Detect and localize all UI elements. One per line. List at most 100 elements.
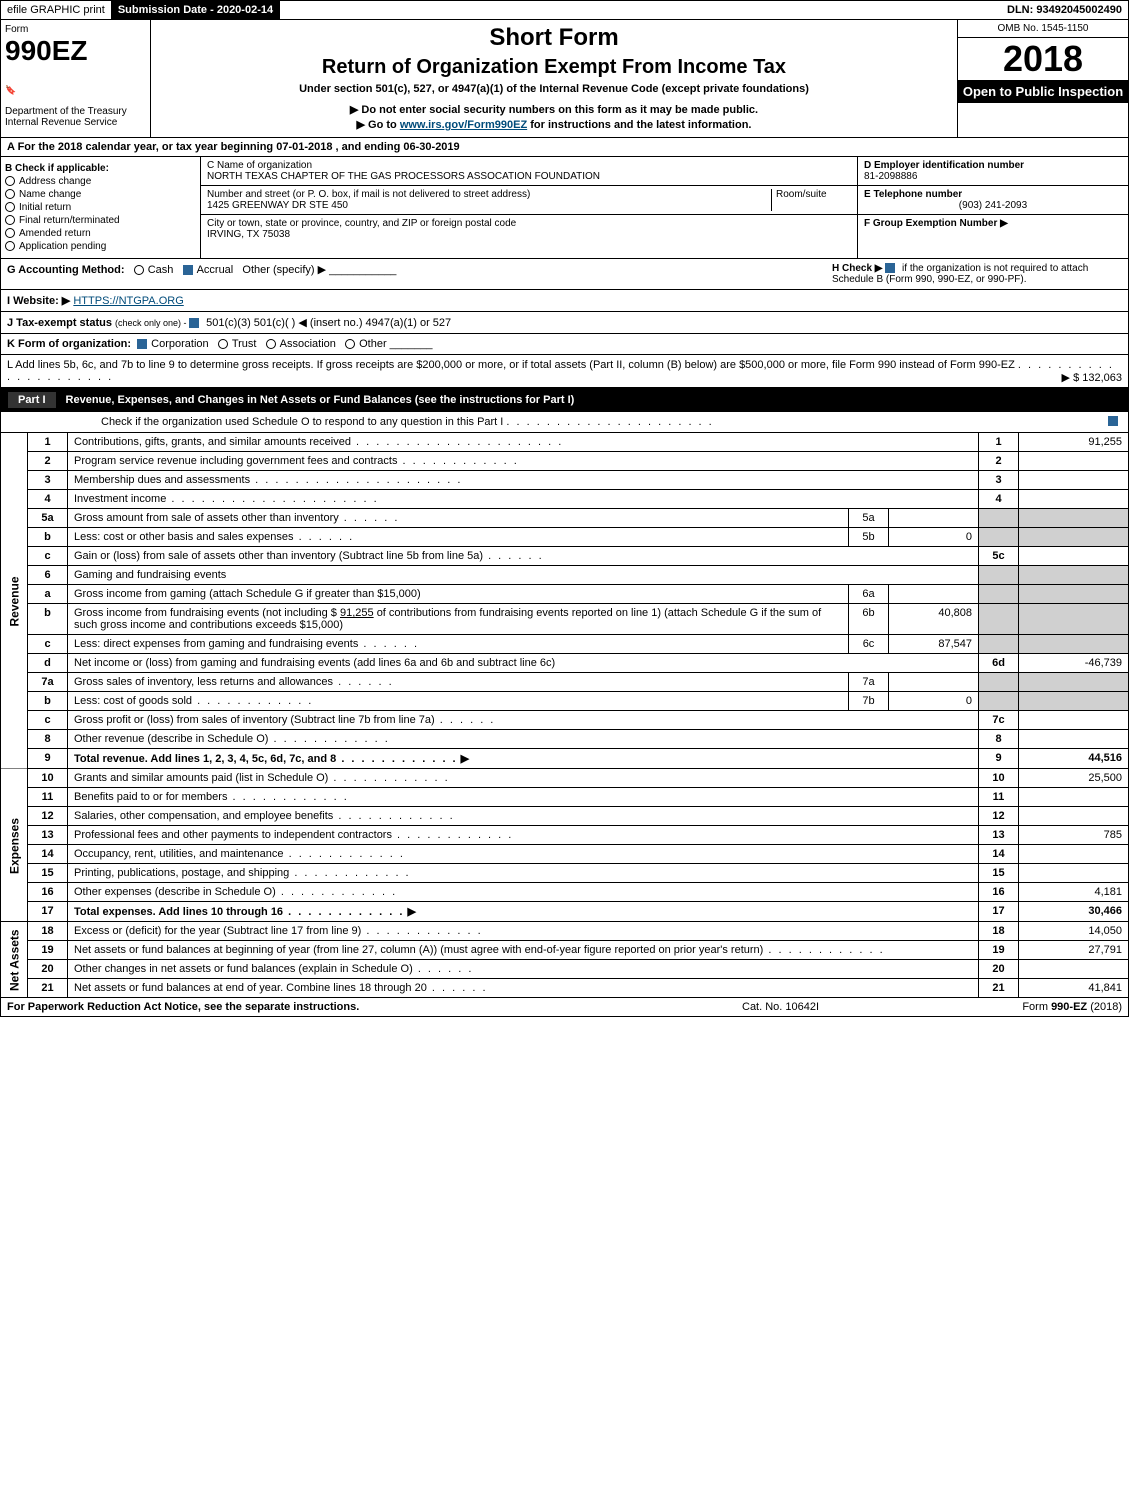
line-6-num: 6 [28,566,68,585]
line-16: 16 Other expenses (describe in Schedule … [1,883,1129,902]
line-18-num: 18 [28,922,68,941]
line-21-code: 21 [979,979,1019,998]
line-12-code: 12 [979,807,1019,826]
omb-number: OMB No. 1545-1150 [958,20,1128,38]
chk-schedule-o[interactable] [1108,416,1118,426]
line-4-code: 4 [979,490,1019,509]
chk-corporation[interactable] [137,339,147,349]
section-j-opts: 501(c)(3) 501(c)( ) ◀ (insert no.) 4947(… [206,317,451,329]
accounting-row: G Accounting Method: Cash Accrual Other … [0,259,1129,290]
line-5a-subamt [889,509,979,528]
line-15-num: 15 [28,864,68,883]
ein-label: D Employer identification number [864,160,1122,171]
efile-print-label[interactable]: efile GRAPHIC print [1,1,112,19]
line-18-desc: Excess or (deficit) for the year (Subtra… [74,925,361,937]
line-2-amt [1019,452,1129,471]
chk-final-return[interactable]: Final return/terminated [5,215,196,226]
chk-other-org[interactable] [345,339,355,349]
line-6a-desc: Gross income from gaming (attach Schedul… [68,585,849,604]
chk-name-change[interactable]: Name change [5,189,196,200]
line-14-num: 14 [28,845,68,864]
tax-exempt-row: J Tax-exempt status (check only one) - 5… [0,312,1129,334]
chk-address-change[interactable]: Address change [5,176,196,187]
line-13-desc: Professional fees and other payments to … [74,829,392,841]
footer-form-ref: Form 990-EZ (2018) [942,1001,1122,1013]
chk-amended-return[interactable]: Amended return [5,228,196,239]
period-row: A For the 2018 calendar year, or tax yea… [0,138,1129,157]
line-6a: a Gross income from gaming (attach Sched… [1,585,1129,604]
line-5a: 5a Gross amount from sale of assets othe… [1,509,1129,528]
line-8: 8 Other revenue (describe in Schedule O)… [1,730,1129,749]
line-1-amt: 91,255 [1019,433,1129,452]
line-10: Expenses 10 Grants and similar amounts p… [1,769,1129,788]
addr-label: Number and street (or P. O. box, if mail… [207,189,771,200]
line-18: Net Assets 18 Excess or (deficit) for th… [1,922,1129,941]
section-l-amount: ▶ $ 132,063 [1062,371,1122,384]
line-7b: b Less: cost of goods sold 7b 0 [1,692,1129,711]
line-11-desc: Benefits paid to or for members [74,791,227,803]
chk-initial-return[interactable]: Initial return [5,202,196,213]
chk-cash[interactable] [134,265,144,275]
chk-association[interactable] [266,339,276,349]
line-7a: 7a Gross sales of inventory, less return… [1,673,1129,692]
line-6c: c Less: direct expenses from gaming and … [1,635,1129,654]
line-7a-amt [1019,673,1129,692]
line-5b-ref: 5b [849,528,889,547]
website-link[interactable]: HTTPS://NTGPA.ORG [73,295,183,307]
line-7c-amt [1019,711,1129,730]
line-20-num: 20 [28,960,68,979]
line-6c-code [979,635,1019,654]
chk-501c3[interactable] [189,318,199,328]
line-6c-num: c [28,635,68,654]
section-g-label: G Accounting Method: [7,264,125,276]
line-10-desc: Grants and similar amounts paid (list in… [74,772,328,784]
line-6-desc: Gaming and fundraising events [68,566,979,585]
chk-accrual[interactable] [183,265,193,275]
line-19-amt: 27,791 [1019,941,1129,960]
period-mid: , and ending [336,141,404,153]
chk-trust[interactable] [218,339,228,349]
line-4-desc: Investment income [74,493,166,505]
line-6a-ref: 6a [849,585,889,604]
line-9-num: 9 [28,749,68,769]
revenue-section-label: Revenue [1,433,28,769]
line-7b-subamt: 0 [889,692,979,711]
entity-info-block: B Check if applicable: Address change Na… [0,157,1129,259]
line-5c: c Gain or (loss) from sale of assets oth… [1,547,1129,566]
line-1-desc: Contributions, gifts, grants, and simila… [74,436,351,448]
line-8-amt [1019,730,1129,749]
line-6d-num: d [28,654,68,673]
section-def: D Employer identification number 81-2098… [858,157,1128,258]
line-10-num: 10 [28,769,68,788]
website-row: I Website: ▶ HTTPS://NTGPA.ORG [0,290,1129,312]
chk-schedule-b[interactable] [885,263,895,273]
line-15-code: 15 [979,864,1019,883]
open-to-public: Open to Public Inspection [958,80,1128,103]
line-21-num: 21 [28,979,68,998]
line-6-amt [1019,566,1129,585]
irs-link[interactable]: www.irs.gov/Form990EZ [400,119,527,131]
line-13: 13 Professional fees and other payments … [1,826,1129,845]
line-10-code: 10 [979,769,1019,788]
line-6a-amt [1019,585,1129,604]
subtitle-goto: ▶ Go to www.irs.gov/Form990EZ for instru… [159,118,949,131]
section-c: C Name of organization NORTH TEXAS CHAPT… [201,157,858,258]
part-i-header: Part I Revenue, Expenses, and Changes in… [0,388,1129,412]
line-18-amt: 14,050 [1019,922,1129,941]
line-6d: d Net income or (loss) from gaming and f… [1,654,1129,673]
line-20-desc: Other changes in net assets or fund bala… [74,963,413,975]
chk-application-pending[interactable]: Application pending [5,241,196,252]
line-6b-desc1: Gross income from fundraising events (no… [74,607,340,619]
line-4-amt [1019,490,1129,509]
line-6b-amt [1019,604,1129,635]
irs-icon: 🔖 [5,85,146,96]
line-6a-code [979,585,1019,604]
section-k-label: K Form of organization: [7,338,131,350]
footer-catno: Cat. No. 10642I [742,1001,942,1013]
line-7b-desc: Less: cost of goods sold [74,695,192,707]
addr-value: 1425 GREENWAY DR STE 450 [207,200,771,211]
phone-value: (903) 241-2093 [864,200,1122,211]
goto-prefix: ▶ Go to [357,119,400,131]
line-3-amt [1019,471,1129,490]
part-i-table: Revenue 1 Contributions, gifts, grants, … [0,433,1129,998]
